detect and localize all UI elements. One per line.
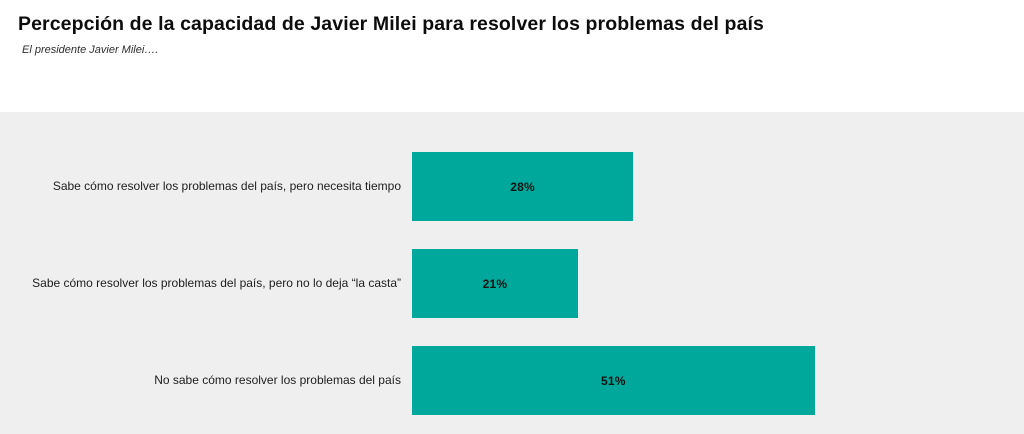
- bar-necesita-tiempo: 28%: [412, 152, 634, 221]
- category-label-cell: Sabe cómo resolver los problemas del paí…: [0, 249, 412, 318]
- value-label: 21%: [482, 276, 508, 291]
- category-label-cell: Sabe cómo resolver los problemas del paí…: [0, 152, 412, 221]
- category-label: No sabe cómo resolver los problemas del …: [154, 372, 401, 387]
- category-label-cell: No sabe cómo resolver los problemas del …: [0, 346, 412, 415]
- bar-la-casta: 21%: [412, 249, 578, 318]
- chart-title: Percepción de la capacidad de Javier Mil…: [18, 13, 764, 35]
- chart-subtitle: El presidente Javier Milei….: [22, 44, 159, 57]
- bar-track: 51%: [412, 346, 1024, 415]
- category-label: Sabe cómo resolver los problemas del paí…: [52, 178, 401, 193]
- value-label: 28%: [510, 179, 535, 194]
- bar-row-necesita-tiempo: Sabe cómo resolver los problemas del paí…: [0, 152, 1024, 221]
- plot-area: Sabe cómo resolver los problemas del paí…: [0, 112, 1024, 434]
- category-label: Sabe cómo resolver los problemas del paí…: [32, 275, 401, 290]
- bar-no-sabe: 51%: [412, 346, 815, 415]
- chart-header: Percepción de la capacidad de Javier Mil…: [0, 0, 1024, 112]
- value-label: 51%: [601, 373, 626, 388]
- bar-row-la-casta: Sabe cómo resolver los problemas del paí…: [0, 249, 1024, 318]
- bar-track: 28%: [412, 152, 1024, 221]
- bar-track: 21%: [412, 249, 1024, 318]
- bar-row-no-sabe: No sabe cómo resolver los problemas del …: [0, 346, 1024, 415]
